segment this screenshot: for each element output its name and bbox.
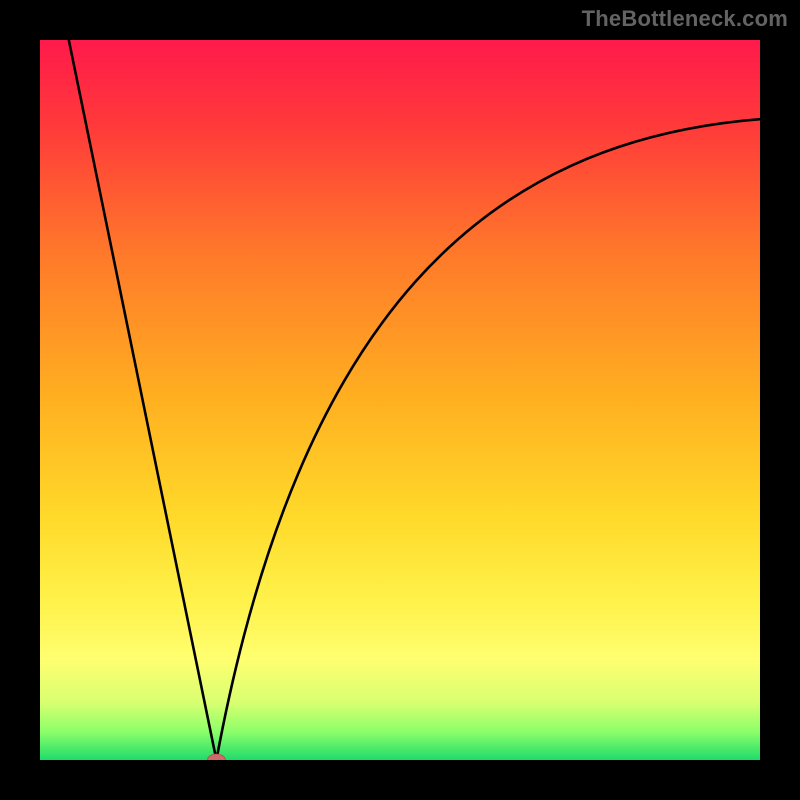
plot-svg: [40, 40, 760, 760]
gradient-background: [40, 40, 760, 760]
chart-container: TheBottleneck.com: [0, 0, 800, 800]
plot-area: [40, 40, 760, 760]
watermark-text: TheBottleneck.com: [582, 6, 788, 32]
